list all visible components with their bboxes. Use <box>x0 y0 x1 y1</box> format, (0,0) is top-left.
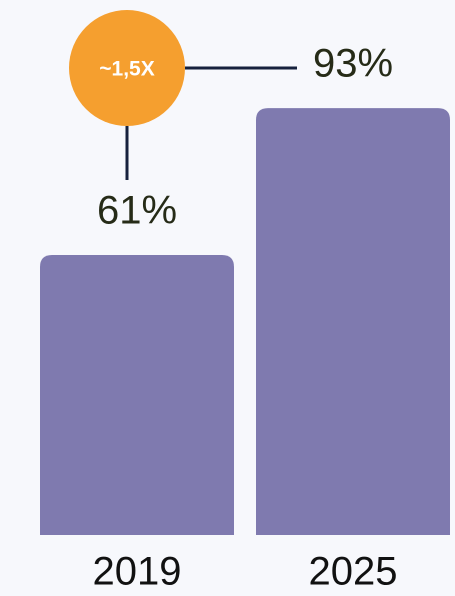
x-tick-label: 2025 <box>309 550 398 594</box>
x-tick-label: 2019 <box>93 550 182 594</box>
value-label: 93% <box>313 42 393 86</box>
annotation-badge <box>69 10 185 126</box>
annotation-text: ~1,5X <box>99 58 154 81</box>
bar <box>256 108 450 535</box>
bar <box>40 255 234 535</box>
value-label: 61% <box>97 189 177 233</box>
